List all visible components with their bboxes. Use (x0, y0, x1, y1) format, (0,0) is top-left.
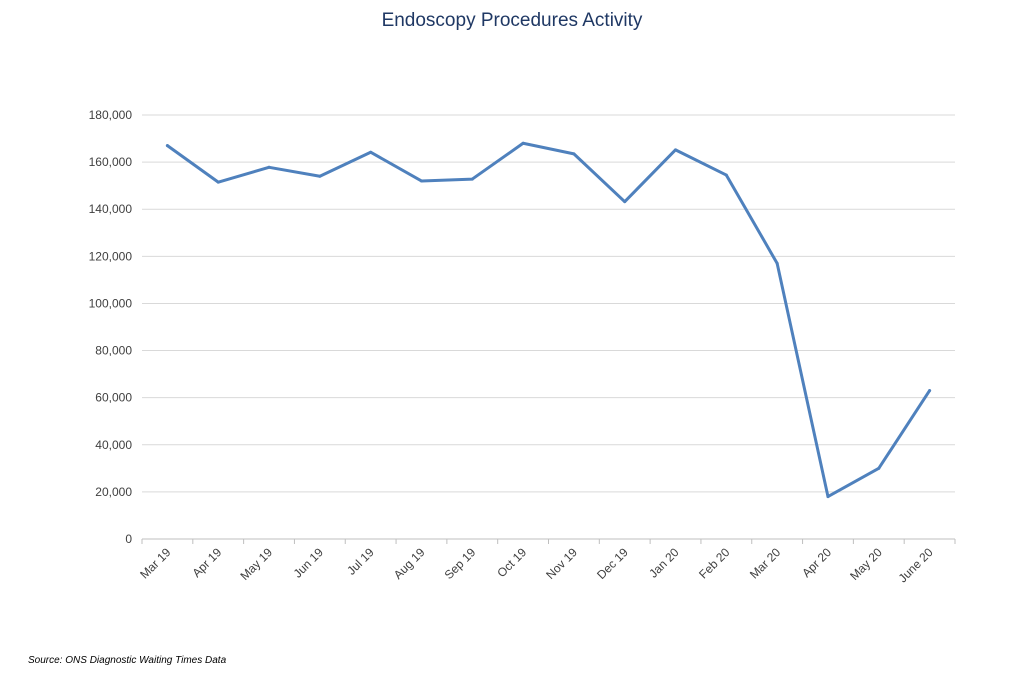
x-tick-label: Mar 20 (747, 545, 784, 582)
series-line (165, 141, 932, 499)
y-tick-label: 20,000 (95, 485, 132, 499)
x-tick-label: Oct 19 (494, 545, 529, 580)
data-point (419, 179, 423, 183)
x-tick-label: Sep 19 (442, 545, 479, 582)
data-point (165, 144, 169, 148)
y-tick-label: 60,000 (95, 391, 132, 405)
x-tick-label: Jul 19 (344, 545, 377, 578)
y-tick-label: 80,000 (95, 344, 132, 358)
x-tick-label: Dec 19 (594, 545, 631, 582)
source-note: Source: ONS Diagnostic Waiting Times Dat… (28, 655, 227, 666)
series-layer (165, 141, 932, 499)
y-tick-label: 140,000 (89, 202, 133, 216)
data-point (724, 173, 728, 177)
data-point (826, 495, 830, 499)
data-point (623, 200, 627, 204)
data-point (216, 180, 220, 184)
y-tick-label: 120,000 (89, 249, 133, 263)
gridlines (142, 114, 955, 493)
chart-title: Endoscopy Procedures Activity (381, 10, 643, 31)
y-axis-ticks: 0 20,000 40,000 60,000 80,000 100,000 120,000 1… (89, 108, 133, 546)
x-axis-ticks: Mar 19 Apr 19 May 19 Jun 19 Jul 19 Aug 19 Sep … (137, 545, 936, 585)
x-tick-label: June 20 (896, 545, 936, 585)
y-tick-label: 160,000 (89, 155, 133, 169)
x-tick-label: Apr 20 (799, 545, 834, 580)
x-tick-label: Jun 19 (291, 545, 327, 581)
data-point (470, 177, 474, 181)
x-tick-label: Nov 19 (543, 545, 580, 582)
data-point (369, 150, 373, 154)
y-tick-label: 180,000 (89, 108, 133, 122)
x-tick-label: May 20 (847, 545, 885, 583)
x-tick-label: May 19 (237, 545, 275, 583)
data-point (521, 141, 525, 145)
data-point (267, 165, 271, 169)
axes (141, 538, 956, 544)
data-point (572, 152, 576, 156)
data-point (775, 261, 779, 265)
x-tick-label: Feb 20 (696, 545, 733, 582)
x-tick-label: Aug 19 (391, 545, 428, 582)
data-point (674, 148, 678, 152)
data-point (318, 174, 322, 178)
data-point (877, 466, 881, 470)
y-tick-label: 100,000 (89, 296, 133, 310)
y-tick-label: 40,000 (95, 438, 132, 452)
x-tick-label: Mar 19 (137, 545, 174, 582)
x-tick-label: Apr 19 (189, 545, 224, 580)
y-tick-label: 0 (125, 532, 132, 546)
x-tick-label: Jan 20 (646, 545, 682, 581)
data-point (928, 389, 932, 393)
